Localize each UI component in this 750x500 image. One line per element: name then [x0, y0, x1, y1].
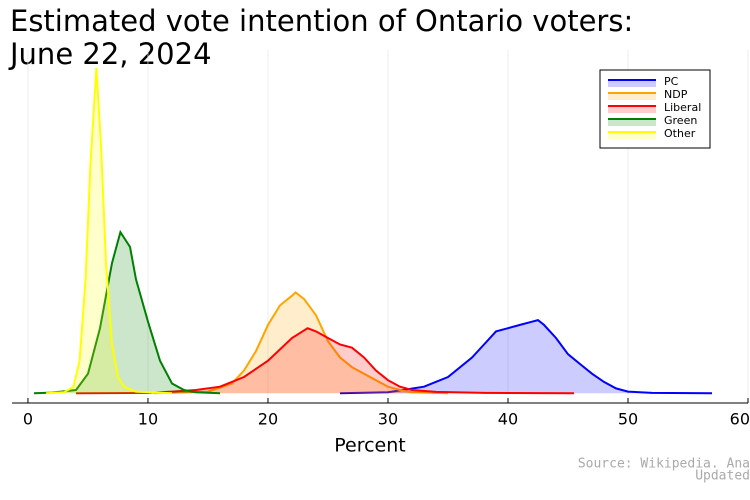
x-tick-label: 30	[378, 410, 398, 429]
x-tick-label: 50	[618, 410, 638, 429]
legend-box	[599, 69, 711, 149]
legend-label: Liberal	[664, 101, 701, 114]
source-note: Updated	[695, 469, 750, 484]
density-area	[339, 320, 712, 394]
x-tick-label: 60	[730, 410, 750, 429]
chart-title: June 22, 2024	[8, 37, 212, 71]
density-area	[75, 328, 575, 394]
density-line	[75, 327, 575, 395]
density-area	[153, 292, 448, 394]
source-note: Source: Wikipedia. Ana	[578, 457, 750, 472]
density-line	[33, 229, 221, 395]
legend-swatch	[608, 119, 656, 126]
density-line	[153, 291, 449, 395]
legend-swatch	[608, 93, 656, 100]
legend-swatch	[608, 132, 656, 139]
legend-label: PC	[664, 75, 679, 88]
density-line	[339, 319, 713, 395]
legend-label: Other	[664, 127, 696, 140]
chart-title: Estimated vote intention of Ontario vote…	[10, 4, 633, 38]
legend-label: NDP	[664, 88, 688, 101]
x-tick-label: 20	[258, 410, 278, 429]
density-line	[45, 67, 173, 395]
density-area	[45, 68, 172, 394]
legend-swatch	[608, 80, 656, 87]
legend-label: Green	[664, 114, 697, 127]
density-area	[33, 232, 220, 394]
plot-area	[27, 50, 749, 403]
legend-swatch	[608, 106, 656, 113]
x-axis-label: Percent	[334, 435, 406, 457]
x-tick-label: 40	[498, 410, 518, 429]
x-tick-label: 10	[138, 410, 158, 429]
x-tick-label: 0	[23, 410, 33, 429]
